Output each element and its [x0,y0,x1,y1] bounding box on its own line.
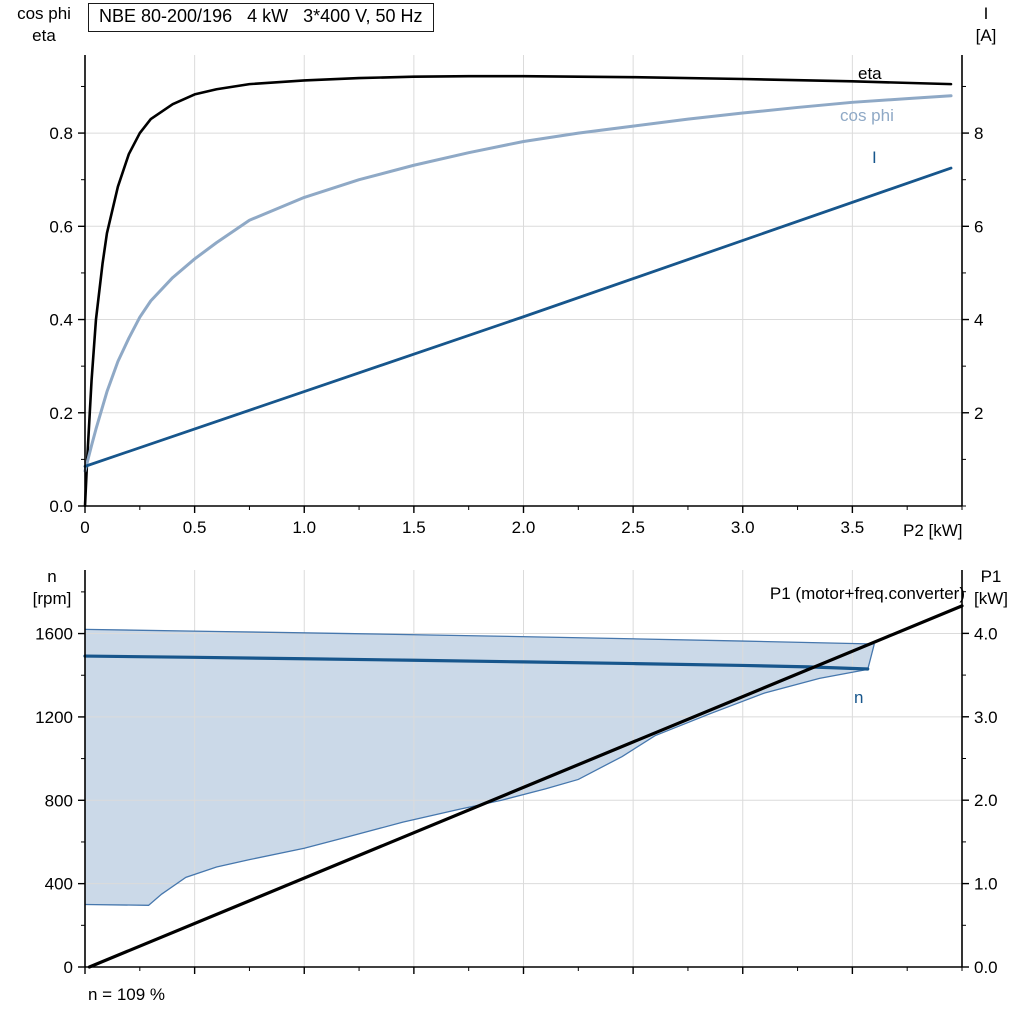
y-left-tick-label: 0.6 [49,217,73,236]
top-right-axis-label: I [A] [960,3,1012,47]
y-right-tick-label: 4.0 [974,624,998,643]
x-tick-label: 3.0 [731,518,755,537]
x-tick-label: 2.5 [621,518,645,537]
y-right-tick-label: 1.0 [974,875,998,894]
y-left-tick-label: 0.2 [49,404,73,423]
x-tick-label: 0.5 [183,518,207,537]
series-label-p1: P1 (motor+freq.converter) [769,584,965,603]
bottom-left-axis-label: n [rpm] [16,566,88,610]
x-axis-label: P2 [kW] [903,521,963,540]
y-right-tick-label: 2.0 [974,791,998,810]
series-label-current: I [872,148,877,167]
y-left-tick-label: 1200 [35,708,73,727]
series-label-eta: eta [858,64,882,83]
bottom-chart: 0 400 800 1200 1600 0.0 1.0 2.0 3.0 4.0 [35,570,998,977]
y-left-tick-label: 0.4 [49,311,73,330]
series-eta [83,74,953,508]
series-p1 [87,604,964,969]
y-right-tick-label: 0.0 [974,958,998,977]
chart-title-box: NBE 80-200/196 4 kW 3*400 V, 50 Hz [88,3,434,32]
y-left-tick-label: 800 [45,791,73,810]
series-cos-phi [83,94,953,473]
speed-percentage-note: n = 109 % [88,985,166,1004]
axis-label-rpm-unit: [rpm] [32,589,72,608]
bottom-right-axis-label: P1 [kW] [962,566,1020,610]
speed-range-band [85,629,875,906]
y-right-tick-label: 6 [974,217,983,236]
y-right-tick-label: 3.0 [974,708,998,727]
series-label-cos-phi: cos phi [840,106,894,125]
band-right-edge [867,643,875,670]
top-left-axis-label: cos phi eta [6,3,82,47]
axis-label-cos-phi: cos phi [17,4,71,23]
x-tick-label: 1.5 [402,518,426,537]
axis-label-p1: P1 [980,567,1002,586]
axis-label-n: n [47,567,57,586]
axis-label-kw-unit: [kW] [974,589,1008,608]
band-lower-limit [84,668,868,906]
x-tick-label: 0 [80,518,89,537]
top-chart: 0 0.5 1.0 1.5 2.0 2.5 3.0 3.5 0.0 0.2 0.4 0.6 0.8 2 4 6… [49,55,983,537]
x-tick-label: 1.0 [292,518,316,537]
x-tick-label: 3.5 [841,518,865,537]
y-left-tick-label: 0.0 [49,497,73,516]
series-label-n: n [854,688,864,707]
y-left-tick-label: 0.8 [49,124,73,143]
series-current [83,166,953,468]
y-left-tick-label: 1600 [35,625,73,644]
axis-label-current-unit: [A] [975,26,997,45]
y-left-tick-label: 400 [45,875,73,894]
band-upper-limit [84,628,875,645]
y-right-tick-label: 8 [974,124,983,143]
y-right-tick-label: 4 [974,311,983,330]
axis-label-eta: eta [32,26,56,45]
series-n [83,654,870,671]
axis-label-current: I [983,4,989,23]
y-right-tick-label: 2 [974,404,983,423]
x-tick-label: 2.0 [512,518,536,537]
y-left-tick-label: 0 [64,958,73,977]
